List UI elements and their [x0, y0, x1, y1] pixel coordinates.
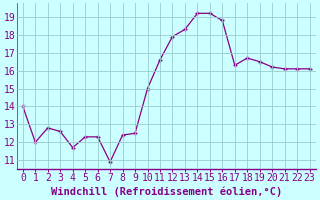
X-axis label: Windchill (Refroidissement éolien,°C): Windchill (Refroidissement éolien,°C)	[51, 186, 282, 197]
